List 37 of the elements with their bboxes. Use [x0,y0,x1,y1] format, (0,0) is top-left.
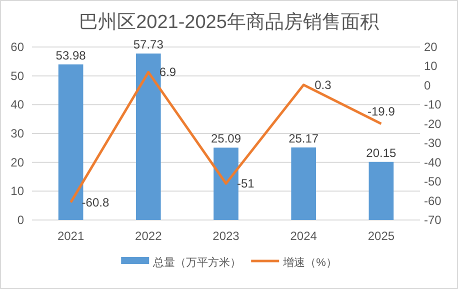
data-label: 25.17 [288,131,319,146]
y-tick-label: 60 [10,40,24,54]
y-tick-label: 0 [17,213,24,227]
legend-label: 总量（万平方米） [152,256,242,269]
y-tick-label: 40 [10,98,24,112]
data-label: 53.98 [56,48,86,62]
data-label: 57.73 [133,38,164,52]
bar [291,147,316,220]
bar [368,162,394,220]
data-label: 0.3 [314,78,332,92]
x-tick-label: 2024 [290,229,318,243]
x-tick-label: 2023 [212,229,240,243]
y2-tick-label: -20 [424,116,442,131]
y2-tick-label: -70 [424,213,442,227]
data-label: 20.15 [366,146,397,160]
y-tick-label: 50 [10,68,24,83]
bar [214,148,238,220]
y2-tick-label: -50 [424,174,442,189]
y-tick-label: 30 [10,126,24,140]
bar [58,64,84,220]
x-tick-label: 2021 [57,229,84,243]
x-tick-label: 2025 [368,229,395,243]
data-label: -19.9 [368,104,396,119]
y2-tick-label: -40 [424,155,442,170]
chart-title: 巴州区2021-2025年商品房销售面积 [79,11,379,33]
y2-tick-label: 0 [424,78,431,92]
x-tick-label: 2022 [135,229,162,243]
y2-tick-label: -60 [424,194,442,208]
y-tick-label: 20 [10,155,24,170]
data-label: 25.09 [210,132,242,146]
y2-tick-label: -10 [424,98,442,112]
y2-tick-label: 20 [424,40,438,54]
legend-label: 增速（%） [282,256,337,269]
y2-tick-label: 10 [424,59,438,74]
y-tick-label: 10 [10,184,24,198]
bar [136,54,161,220]
y2-tick-label: -30 [424,136,442,150]
